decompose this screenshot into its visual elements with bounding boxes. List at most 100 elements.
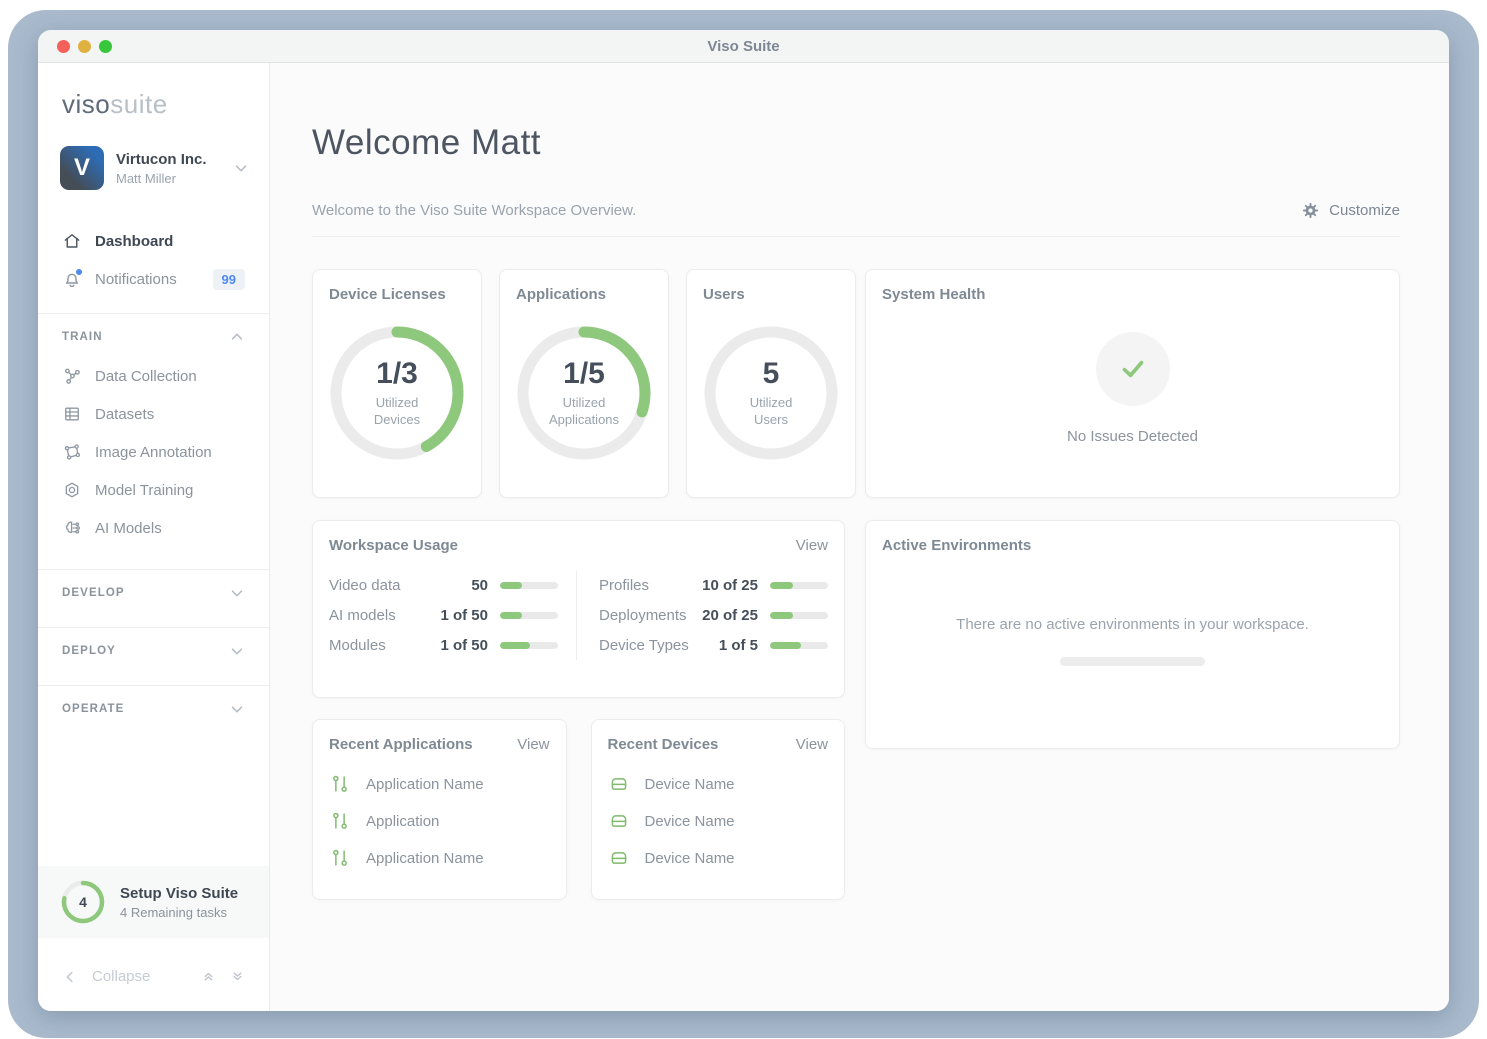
usage-row-modules: Modules 1 of 50 — [329, 630, 558, 660]
device-licenses-card: Device Licenses 1/3 — [312, 269, 482, 498]
sidebar-item-notifications[interactable]: Notifications 99 — [38, 260, 269, 299]
gear-icon — [1301, 201, 1320, 220]
application-list-item[interactable]: Application Name — [329, 773, 550, 795]
divider — [38, 569, 269, 570]
device-icon — [608, 847, 630, 869]
usage-value: 1 of 50 — [440, 636, 488, 654]
workspace-usage-card: Workspace Usage View Video data 50 — [312, 520, 845, 698]
sidebar-item-label: Image Annotation — [95, 443, 212, 461]
chevron-left-icon — [62, 969, 78, 985]
application-icon — [329, 773, 351, 795]
application-icon — [329, 810, 351, 832]
section-label: DEVELOP — [62, 587, 125, 599]
empty-state-text: There are no active environments in your… — [956, 616, 1309, 633]
ai-models-icon — [62, 518, 82, 538]
zoom-window-button[interactable] — [99, 39, 112, 53]
notification-dot — [76, 268, 82, 275]
sidebar-item-datasets[interactable]: Datasets — [38, 395, 269, 433]
chevron-down-icon — [229, 643, 245, 659]
sidebar-item-label: Datasets — [95, 405, 155, 423]
collapse-sidebar-button[interactable]: Collapse — [62, 968, 245, 985]
chevrons-up-icon[interactable] — [201, 969, 216, 984]
sidebar-item-label: Model Training — [95, 481, 194, 499]
card-title: Workspace Usage — [329, 537, 458, 554]
customize-button[interactable]: Customize — [1301, 201, 1400, 220]
section-label: DEPLOY — [62, 645, 116, 657]
usage-label: Device Types — [599, 636, 689, 654]
donut-value: 1/5 — [563, 357, 605, 391]
application-list-item[interactable]: Application — [329, 810, 550, 832]
data-collection-icon — [62, 366, 82, 386]
workspace-switcher[interactable]: V Virtucon Inc. Matt Miller — [60, 146, 249, 190]
applications-donut: 1/5 Utilized Applications — [516, 325, 652, 461]
health-status-text: No Issues Detected — [1067, 427, 1198, 445]
setup-subtitle: 4 Remaining tasks — [120, 904, 227, 920]
sidebar-item-data-collection[interactable]: Data Collection — [38, 357, 269, 395]
usage-bar — [770, 581, 828, 589]
recent-applications-view-link[interactable]: View — [517, 736, 550, 753]
section-header-train[interactable]: TRAIN — [38, 314, 269, 357]
workspace-usage-view-link[interactable]: View — [795, 537, 828, 554]
usage-value: 1 of 50 — [440, 606, 488, 624]
usage-row-deployments: Deployments 20 of 25 — [599, 600, 828, 630]
divider — [38, 313, 269, 314]
device-list-item[interactable]: Device Name — [608, 810, 829, 832]
donut-label-line: Utilized — [749, 395, 793, 411]
usage-value: 10 of 25 — [702, 576, 758, 594]
workspace-user: Matt Miller — [116, 170, 176, 186]
minimize-window-button[interactable] — [78, 39, 91, 53]
device-name: Device Name — [644, 849, 735, 867]
sidebar-item-dashboard[interactable]: Dashboard — [38, 222, 269, 260]
chevron-down-icon — [229, 701, 245, 717]
usage-bar — [500, 581, 558, 589]
usage-row-video-data: Video data 50 — [329, 570, 558, 600]
card-title: Device Licenses — [329, 286, 446, 303]
empty-state-placeholder-bar — [1060, 657, 1205, 666]
device-licenses-donut: 1/3 Utilized Devices — [329, 325, 465, 461]
traffic-lights — [57, 39, 112, 53]
page-title: Welcome Matt — [312, 123, 542, 162]
chevrons-down-icon[interactable] — [230, 969, 245, 984]
donut-label-line: Applications — [548, 412, 620, 427]
setup-title: Setup Viso Suite — [120, 884, 239, 902]
recent-applications-card: Recent Applications View App — [312, 719, 567, 900]
system-health-card: System Health No Issues Detected — [865, 269, 1400, 498]
setup-viso-suite[interactable]: 4 Setup Viso Suite 4 Remaining tasks — [38, 866, 269, 938]
section-header-develop[interactable]: DEVELOP — [38, 570, 269, 613]
home-icon — [62, 231, 82, 251]
device-list-item[interactable]: Device Name — [608, 773, 829, 795]
chevron-down-icon — [233, 160, 249, 176]
sidebar-item-image-annotation[interactable]: Image Annotation — [38, 433, 269, 471]
application-name: Application — [366, 812, 440, 830]
sidebar-item-model-training[interactable]: Model Training — [38, 471, 269, 509]
users-card: Users 5 — [686, 269, 856, 498]
sidebar-item-label: AI Models — [95, 519, 162, 537]
close-window-button[interactable] — [57, 39, 70, 53]
card-title: Active Environments — [882, 537, 1032, 554]
card-title: Recent Applications — [329, 736, 473, 753]
health-status-circle — [1095, 331, 1170, 406]
usage-bar — [500, 611, 558, 619]
usage-value: 50 — [471, 576, 488, 594]
sidebar-item-ai-models[interactable]: AI Models — [38, 509, 269, 547]
logo-part-suite: suite — [110, 89, 168, 119]
titlebar: Viso Suite — [38, 30, 1449, 63]
usage-bar — [770, 641, 828, 649]
application-list-item[interactable]: Application Name — [329, 847, 550, 869]
logo-part-viso: viso — [62, 89, 111, 119]
card-title: System Health — [882, 286, 986, 303]
donut-label-line: Users — [754, 412, 788, 427]
datasets-icon — [62, 404, 82, 424]
sidebar: visosuite V Virtucon Inc. Matt Miller — [38, 63, 270, 1011]
section-header-operate[interactable]: OPERATE — [38, 686, 269, 729]
outer-frame: Viso Suite visosuite V Virtucon — [8, 10, 1479, 1038]
recent-devices-view-link[interactable]: View — [795, 736, 828, 753]
donut-value: 5 — [762, 357, 780, 391]
section-header-deploy[interactable]: DEPLOY — [38, 628, 269, 671]
device-list-item[interactable]: Device Name — [608, 847, 829, 869]
workspace-name: Virtucon Inc. — [116, 150, 207, 168]
usage-label: Video data — [329, 576, 401, 594]
divider — [38, 627, 269, 628]
setup-progress-ring: 4 — [60, 879, 106, 925]
